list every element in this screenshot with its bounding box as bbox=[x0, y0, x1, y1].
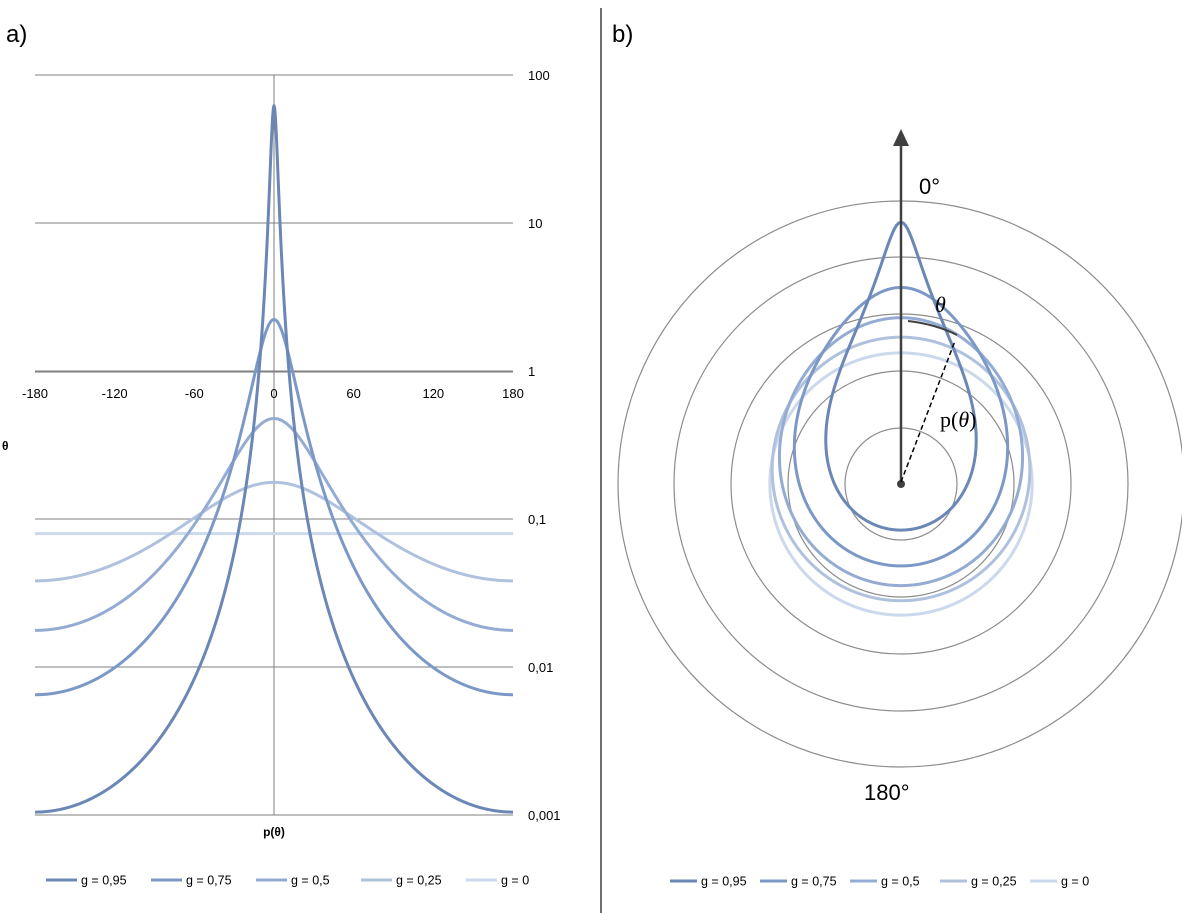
legend-label: g = 0,25 bbox=[396, 874, 442, 888]
y-tick-label: 100 bbox=[528, 68, 550, 83]
polar-series-line bbox=[777, 316, 1025, 588]
x-tick-label: -60 bbox=[185, 386, 204, 401]
y-tick-label: 1 bbox=[528, 364, 535, 379]
origin-dot bbox=[897, 480, 905, 488]
x-tick-label: -120 bbox=[102, 386, 128, 401]
y-axis-title: p(θ) bbox=[263, 825, 285, 839]
legend-label: g = 0,75 bbox=[186, 874, 232, 888]
legend-label: g = 0 bbox=[1061, 875, 1089, 889]
x-tick-label: 180 bbox=[502, 386, 524, 401]
panel-b-chart: 0° 180° θ p(θ) g = 0,95 g = 0,75 g = 0,5 g … bbox=[617, 129, 1182, 889]
y-tick-label: 0,001 bbox=[528, 808, 561, 823]
x-tick-label: 120 bbox=[422, 386, 444, 401]
x-axis-title: θ bbox=[2, 439, 9, 453]
legend-label: g = 0,95 bbox=[701, 875, 747, 889]
panel-b-label: b) bbox=[612, 21, 633, 48]
x-tick-label: 0 bbox=[270, 386, 277, 401]
legend-label: g = 0,25 bbox=[971, 875, 1017, 889]
y-tick-label: 10 bbox=[528, 216, 542, 231]
x-tick-label: -180 bbox=[22, 386, 48, 401]
zero-degree-label: 0° bbox=[919, 174, 940, 199]
legend-label: g = 0,75 bbox=[791, 875, 837, 889]
series-line bbox=[34, 318, 514, 697]
legend-label: g = 0,95 bbox=[81, 874, 127, 888]
panel-a-chart: -180 -120 -60 0 60 120 180 1001010,10,010,001 … bbox=[2, 68, 561, 888]
x-tick-label: 60 bbox=[346, 386, 360, 401]
series-line bbox=[34, 104, 514, 814]
series-line bbox=[34, 417, 514, 632]
legend-b: g = 0,95 g = 0,75 g = 0,5 g = 0,25 g = 0 bbox=[670, 875, 1089, 889]
polar-series-line bbox=[824, 220, 978, 532]
theta-annotation: θ bbox=[935, 292, 946, 317]
polar-series-line bbox=[770, 335, 1032, 603]
legend-a: g = 0,95 g = 0,75 g = 0,5 g = 0,25 g = 0 bbox=[46, 874, 529, 888]
panel-a-label: a) bbox=[6, 21, 27, 48]
series-lines bbox=[34, 104, 514, 814]
polar-series-line bbox=[768, 351, 1034, 617]
x-tick-labels: -180 -120 -60 0 60 120 180 bbox=[22, 386, 524, 401]
radius-dashed-line bbox=[900, 340, 956, 483]
theta-arc bbox=[907, 320, 958, 336]
y-tick-label: 0,1 bbox=[528, 512, 546, 527]
legend-label: g = 0 bbox=[501, 874, 529, 888]
polar-series-line bbox=[792, 285, 1010, 568]
legend-label: g = 0,5 bbox=[881, 875, 920, 889]
y-tick-labels: 100 10 1 0,1 0,01 0,001 bbox=[528, 68, 561, 823]
legend-label: g = 0,5 bbox=[291, 874, 330, 888]
y-tick-label: 0,01 bbox=[528, 660, 553, 675]
one-eighty-degree-label: 180° bbox=[864, 780, 910, 805]
arrow-head-icon bbox=[893, 129, 909, 146]
series-line bbox=[34, 480, 514, 583]
polar-series bbox=[768, 220, 1034, 617]
p-theta-annotation: p(θ) bbox=[940, 407, 976, 432]
